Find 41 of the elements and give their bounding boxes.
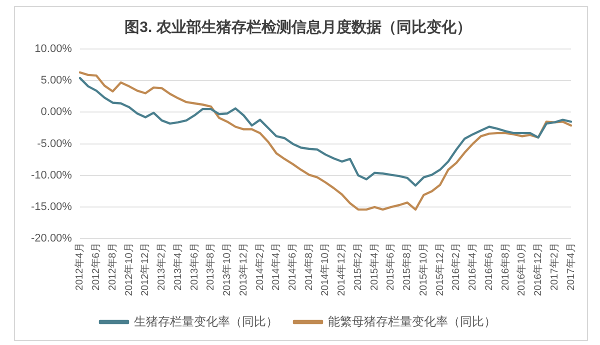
x-tick-label: 2014年4月: [270, 242, 282, 290]
y-tick-label: -10.00%: [30, 169, 72, 182]
x-tick-label: 2013年2月: [156, 242, 168, 290]
x-tick-label: 2013年4月: [172, 242, 184, 290]
x-tick-label: 2017年4月: [564, 242, 577, 290]
legend-label: 生猪存栏量变化率（同比）: [134, 314, 278, 328]
x-tick-label: 2014年8月: [302, 242, 315, 290]
y-tick-label: -5.00%: [37, 138, 72, 150]
x-tick-label: 2015年8月: [401, 242, 414, 290]
x-tick-label: 2012年12月: [139, 242, 152, 296]
y-tick-label: -20.00%: [30, 232, 72, 245]
x-tick-label: 2012年8月: [106, 242, 118, 290]
x-tick-label: 2015年4月: [368, 242, 380, 290]
x-tick-label: 2015年12月: [434, 242, 446, 296]
x-tick-label: 2014年10月: [319, 242, 332, 296]
x-tick-label: 2012年10月: [122, 242, 135, 296]
x-tick-label: 2016年10月: [516, 242, 528, 296]
x-tick-label: 2013年12月: [237, 242, 250, 296]
x-tick-label: 2013年6月: [188, 242, 200, 290]
x-tick-label: 2016年4月: [466, 242, 479, 290]
x-tick-label: 2015年2月: [352, 242, 364, 290]
x-tick-label: 2014年6月: [286, 242, 298, 290]
x-tick-label: 2012年6月: [90, 242, 102, 290]
x-tick-label: 2014年12月: [336, 242, 348, 296]
x-tick-label: 2015年10月: [417, 242, 430, 296]
y-tick-label: 0.00%: [40, 106, 72, 118]
legend-label: 能繁母猪存栏量变化率（同比）: [328, 314, 496, 328]
x-tick-label: 2016年12月: [532, 242, 544, 296]
x-tick-label: 2015年6月: [384, 242, 397, 290]
x-tick-label: 2013年10月: [221, 242, 234, 296]
y-tick-label: 5.00%: [40, 74, 72, 87]
y-tick-label: 10.00%: [34, 43, 72, 56]
y-tick-label: -15.00%: [30, 201, 72, 214]
x-tick-label: 2016年6月: [482, 242, 495, 290]
x-tick-label: 2014年2月: [254, 242, 266, 290]
x-tick-label: 2016年2月: [450, 242, 462, 290]
x-tick-label: 2017年2月: [548, 242, 560, 290]
x-tick-label: 2012年4月: [74, 242, 86, 290]
x-tick-label: 2013年8月: [204, 242, 217, 290]
chart-title: 图3. 农业部生猪存栏检测信息月度数据（同比变化）: [124, 18, 472, 36]
x-tick-label: 2016年8月: [499, 242, 512, 290]
